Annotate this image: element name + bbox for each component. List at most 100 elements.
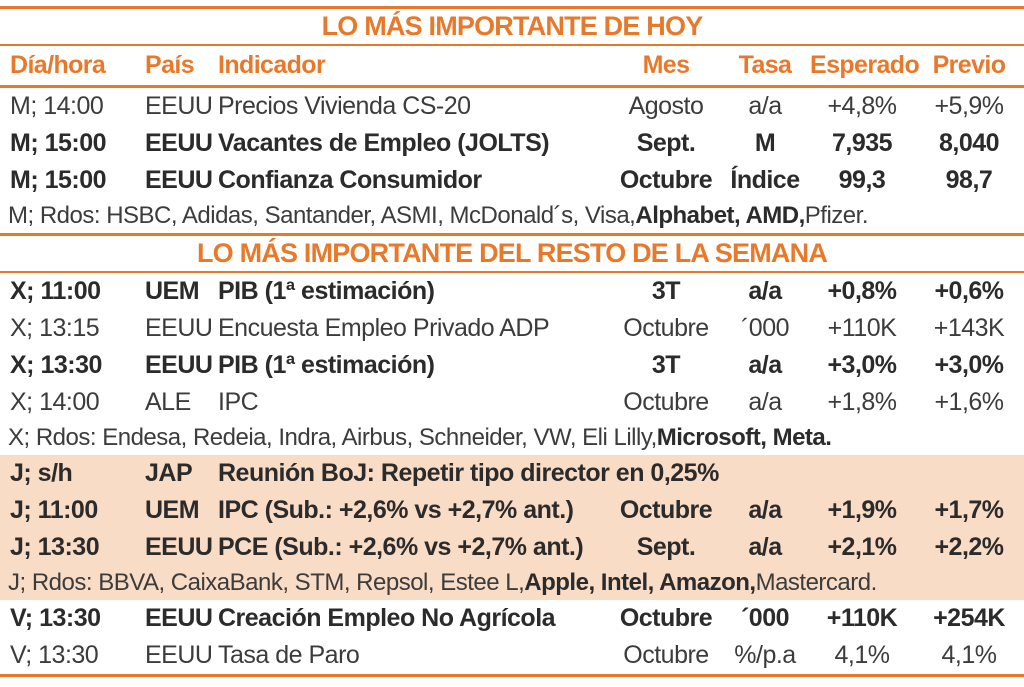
note-segment: Pfizer. bbox=[804, 202, 869, 229]
cell-indicador: PCE (Sub.: +2,6% vs +2,7% ant.) bbox=[218, 533, 584, 561]
cell-previo: +254K bbox=[933, 604, 1005, 632]
cell-dia: J; 11:00 bbox=[10, 496, 98, 524]
header-previo: Previo bbox=[932, 51, 1006, 79]
cell-tasa: a/a bbox=[748, 351, 782, 379]
section-title-today: LO MÁS IMPORTANTE DE HOY bbox=[321, 11, 704, 41]
table-row: J; 11:00 UEM IPC (Sub.: +2,6% vs +2,7% ant… bbox=[0, 492, 1024, 529]
results-note-row: J; Rdos: BBVA, CaixaBank, STM, Repsol, E… bbox=[0, 566, 1024, 600]
cell-dia: V; 13:30 bbox=[10, 641, 99, 669]
cell-pais: EEUU bbox=[145, 129, 213, 157]
note-segment: Alphabet, AMD, bbox=[635, 202, 805, 229]
cell-esperado: +1,8% bbox=[827, 388, 897, 416]
cell-esperado: 7,935 bbox=[831, 129, 893, 157]
cell-indicador: Tasa de Paro bbox=[218, 641, 360, 669]
cell-mes: Agosto bbox=[628, 92, 704, 120]
cell-indicador: Vacantes de Empleo (JOLTS) bbox=[218, 129, 550, 157]
note-segment: Microsoft, Meta. bbox=[656, 424, 832, 451]
cell-esperado: +1,9% bbox=[827, 496, 897, 524]
cell-mes: Octubre bbox=[623, 314, 709, 342]
cell-esperado: 4,1% bbox=[834, 641, 890, 669]
cell-esperado: +0,8% bbox=[827, 277, 897, 305]
section-divider bbox=[0, 233, 1024, 236]
table-row: X; 11:00 UEM PIB (1ª estimación) 3T a/a +0,8%… bbox=[0, 273, 1024, 310]
cell-previo: +1,7% bbox=[934, 496, 1004, 524]
cell-pais: EEUU bbox=[145, 641, 213, 669]
table-row: M; 15:00 EEUU Confianza Consumidor Octubre Í… bbox=[0, 162, 1024, 199]
cell-indicador: Precios Vivienda CS-20 bbox=[218, 92, 471, 120]
cell-esperado: +2,1% bbox=[827, 533, 897, 561]
section-title-rest-of-week: LO MÁS IMPORTANTE DEL RESTO DE LA SEMANA bbox=[196, 238, 828, 268]
header-divider bbox=[0, 85, 1024, 88]
cell-mes: Octubre bbox=[619, 604, 713, 632]
cell-dia: M; 15:00 bbox=[10, 166, 107, 194]
cell-esperado: +110K bbox=[827, 314, 897, 342]
table-row: M; 14:00 EEUU Precios Vivienda CS-20 Agosto… bbox=[0, 88, 1024, 125]
header-dia-hora: Día/hora bbox=[10, 51, 106, 79]
cell-tasa: M bbox=[754, 129, 776, 157]
cell-pais: EEUU bbox=[145, 604, 213, 632]
cell-esperado: 99,3 bbox=[838, 166, 886, 194]
cell-tasa: a/a bbox=[748, 388, 782, 416]
cell-pais: EEUU bbox=[145, 166, 213, 194]
divider bbox=[0, 44, 1024, 46]
cell-tasa: a/a bbox=[748, 277, 782, 305]
cell-esperado: +4,8% bbox=[827, 92, 897, 120]
rest-of-week-rows: X; 11:00 UEM PIB (1ª estimación) 3T a/a +0,8%… bbox=[0, 273, 1024, 674]
cell-pais: EEUU bbox=[145, 314, 213, 342]
cell-mes: 3T bbox=[651, 351, 681, 379]
note-segment: X; Rdos: Endesa, Redeia, Indra, Airbus, … bbox=[8, 424, 657, 451]
header-esperado: Esperado bbox=[810, 51, 920, 79]
cell-dia: X; 11:00 bbox=[10, 277, 101, 305]
cell-indicador: Confianza Consumidor bbox=[218, 166, 482, 194]
cell-indicador: PIB (1ª estimación) bbox=[218, 351, 435, 379]
cell-indicador: PIB (1ª estimación) bbox=[218, 277, 435, 305]
cell-previo: +2,2% bbox=[934, 533, 1004, 561]
note-segment: Apple, Intel, Amazon, bbox=[524, 569, 756, 596]
cell-previo: +0,6% bbox=[934, 277, 1004, 305]
cell-previo: +143K bbox=[933, 314, 1005, 342]
cell-dia: M; 15:00 bbox=[10, 129, 107, 157]
cell-dia: V; 13:30 bbox=[10, 604, 101, 632]
cell-pais: UEM bbox=[145, 277, 200, 305]
cell-dia: X; 14:00 bbox=[10, 388, 100, 416]
cell-mes: Octubre bbox=[619, 166, 713, 194]
cell-pais: UEM bbox=[145, 496, 200, 524]
note-segment: J; Rdos: BBVA, CaixaBank, STM, Repsol, E… bbox=[8, 569, 525, 596]
cell-dia: M; 14:00 bbox=[10, 92, 104, 120]
cell-mes: Sept. bbox=[636, 533, 696, 561]
cell-dia: J; 13:30 bbox=[10, 533, 100, 561]
bottom-divider bbox=[0, 674, 1024, 677]
cell-previo: 98,7 bbox=[945, 166, 993, 194]
table-row: X; 14:00 ALE IPC Octubre a/a +1,8% +1,6% bbox=[0, 384, 1024, 421]
table-row: J; 13:30 EEUU PCE (Sub.: +2,6% vs +2,7% an… bbox=[0, 529, 1024, 566]
table-row: V; 13:30 EEUU Creación Empleo No Agrícola O… bbox=[0, 600, 1024, 637]
cell-tasa: Índice bbox=[730, 166, 800, 194]
header-tasa: Tasa bbox=[738, 51, 792, 79]
cell-tasa: a/a bbox=[748, 533, 782, 561]
cell-previo: +5,9% bbox=[934, 92, 1004, 120]
cell-dia: X; 13:15 bbox=[10, 314, 100, 342]
note-segment: M; Rdos: HSBC, Adidas, Santander, ASMI, … bbox=[8, 202, 636, 229]
cell-tasa: %/p.a bbox=[734, 641, 796, 669]
results-note-row: X; Rdos: Endesa, Redeia, Indra, Airbus, … bbox=[0, 421, 1024, 455]
cell-indicador: Creación Empleo No Agrícola bbox=[218, 604, 556, 632]
header-indicador: Indicador bbox=[218, 51, 326, 79]
cell-pais: EEUU bbox=[145, 92, 213, 120]
cell-mes: 3T bbox=[651, 277, 681, 305]
header-mes: Mes bbox=[642, 51, 690, 79]
header-pais: País bbox=[145, 51, 195, 79]
results-note-row: M; Rdos: HSBC, Adidas, Santander, ASMI, … bbox=[0, 199, 1024, 233]
cell-esperado: +3,0% bbox=[827, 351, 897, 379]
cell-tasa: ´000 bbox=[740, 314, 790, 342]
divider bbox=[0, 271, 1024, 273]
table-row: J; s/h JAP Reunión BoJ: Repetir tipo direc… bbox=[0, 455, 1024, 492]
cell-pais: JAP bbox=[145, 459, 193, 487]
cell-mes: Octubre bbox=[623, 641, 709, 669]
cell-indicador: IPC (Sub.: +2,6% vs +2,7% ant.) bbox=[218, 496, 574, 524]
cell-pais: EEUU bbox=[145, 533, 213, 561]
cell-dia: X; 13:30 bbox=[10, 351, 102, 379]
cell-mes: Octubre bbox=[623, 388, 709, 416]
cell-mes: Sept. bbox=[636, 129, 696, 157]
cell-previo: +3,0% bbox=[934, 351, 1004, 379]
